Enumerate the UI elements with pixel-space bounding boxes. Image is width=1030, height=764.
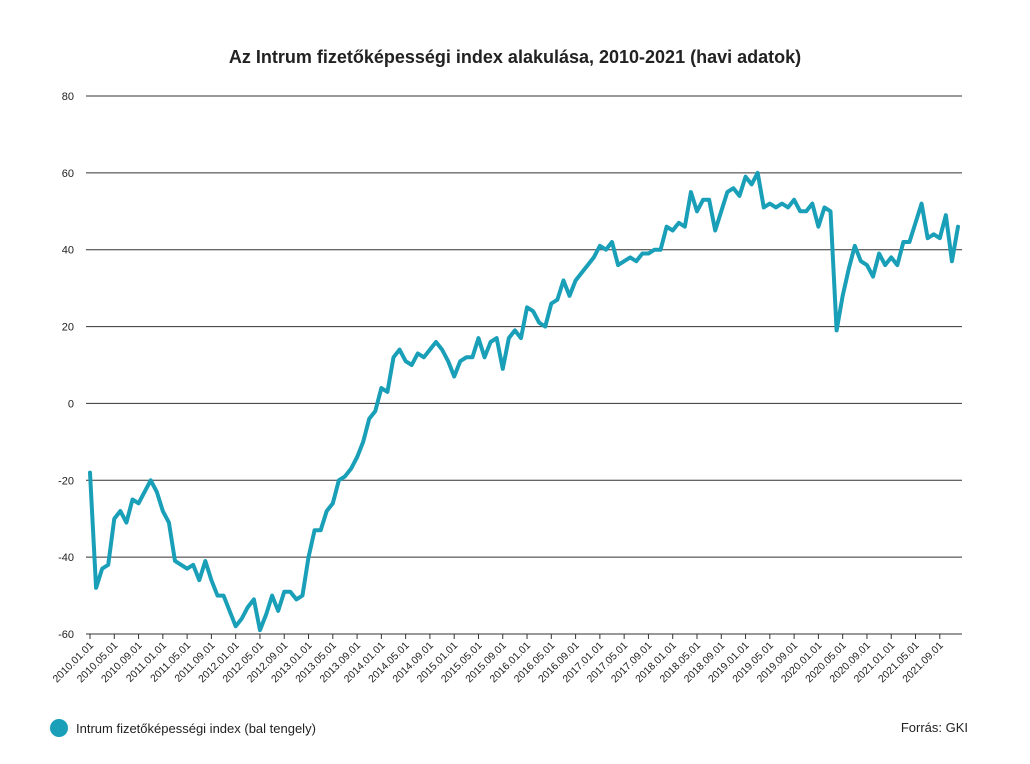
y-tick-label: 40 bbox=[62, 245, 74, 257]
legend-swatch-icon bbox=[50, 719, 68, 737]
series-layer bbox=[88, 170, 960, 633]
x-axis-ticks: 2010.01.012010.05.012010.09.012011.01.01… bbox=[50, 634, 946, 685]
series-line-intrum-index bbox=[88, 170, 960, 633]
y-tick-label: 0 bbox=[68, 398, 74, 410]
y-tick-label: 60 bbox=[62, 168, 74, 180]
y-axis-ticks: 80 60 40 20 0 -20 -40 -60 bbox=[58, 91, 74, 641]
y-tick-label: -40 bbox=[58, 552, 74, 564]
y-tick-label: -20 bbox=[58, 475, 74, 487]
legend: Intrum fizetőképességi index (bal tengel… bbox=[50, 719, 316, 737]
gridlines bbox=[86, 95, 962, 635]
y-tick-label: 20 bbox=[62, 322, 74, 334]
legend-label: Intrum fizetőképességi index (bal tengel… bbox=[76, 720, 316, 736]
y-tick-label: -60 bbox=[58, 629, 74, 641]
source-note: Forrás: GKI bbox=[900, 720, 968, 735]
chart-title: Az Intrum fizetőképességi index alakulás… bbox=[228, 47, 802, 67]
y-tick-label: 80 bbox=[62, 91, 74, 103]
